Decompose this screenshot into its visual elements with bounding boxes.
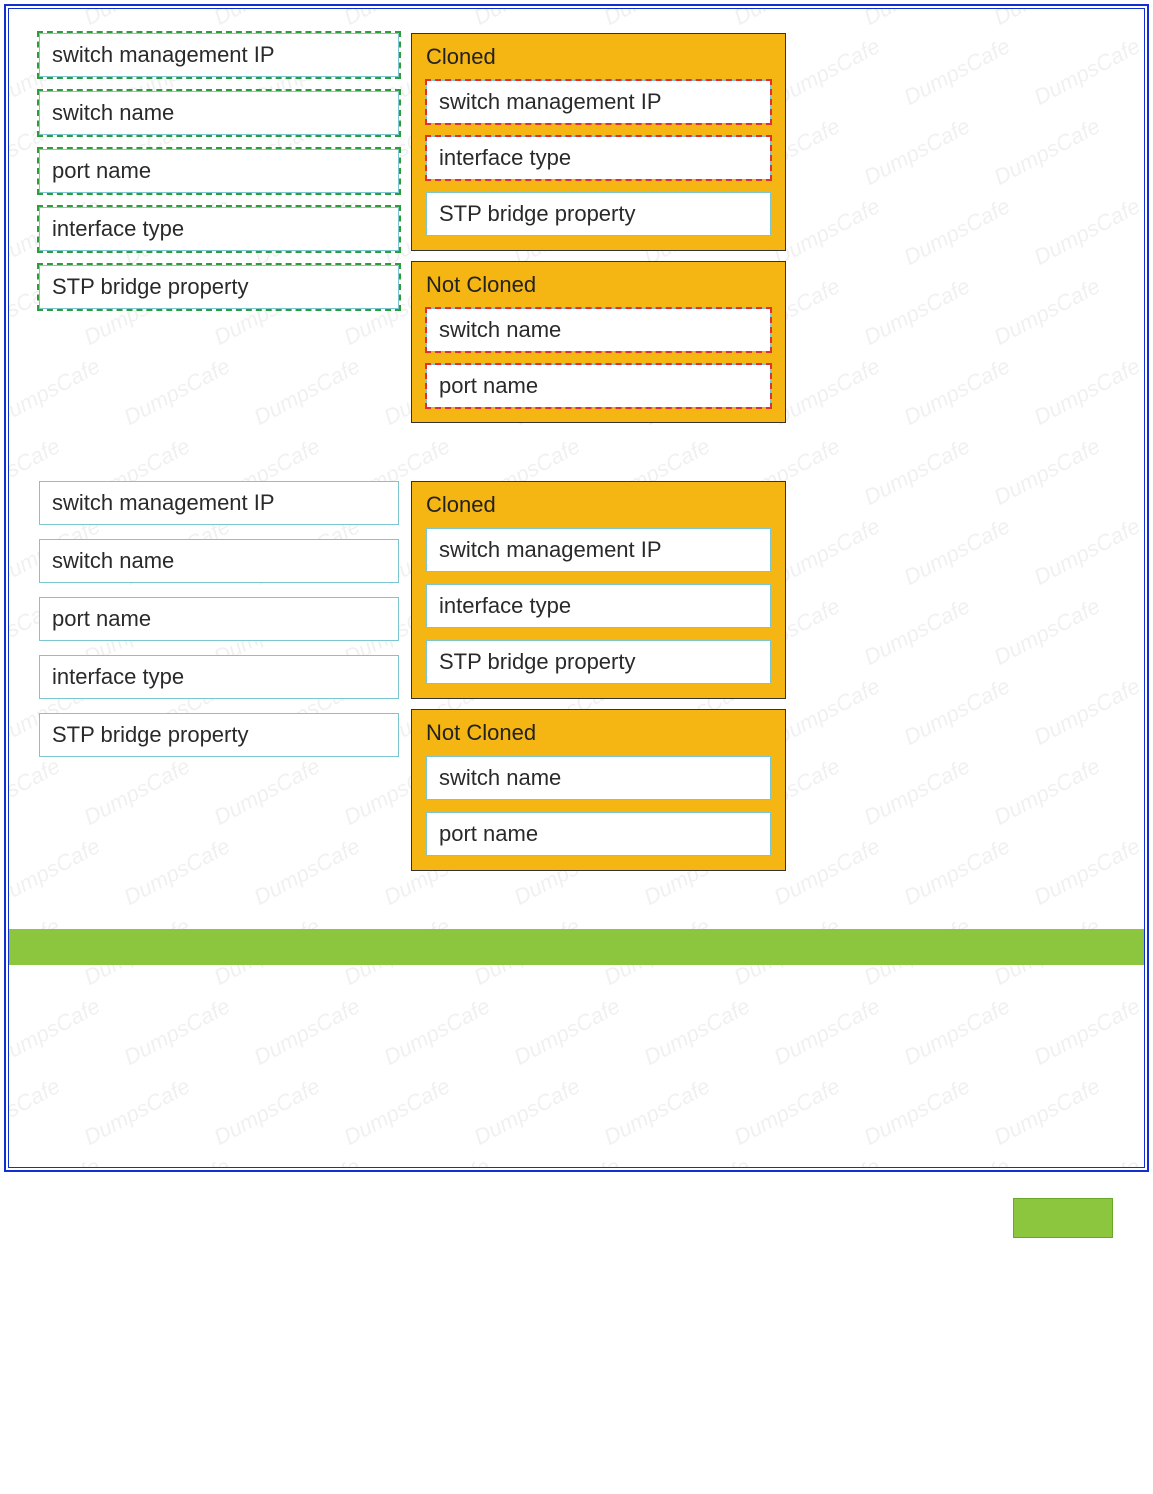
- source-list-2: switch management IP switch name port na…: [39, 481, 399, 757]
- source-item[interactable]: port name: [39, 597, 399, 641]
- zone-title: Not Cloned: [426, 710, 771, 756]
- source-item[interactable]: interface type: [39, 655, 399, 699]
- source-list-1: switch management IP switch name port na…: [39, 33, 399, 309]
- footer-badge: [1013, 1198, 1113, 1238]
- dropped-item[interactable]: switch management IP: [426, 528, 771, 572]
- cloned-zone[interactable]: Cloned switch management IP interface ty…: [411, 33, 786, 251]
- source-item[interactable]: STP bridge property: [39, 713, 399, 757]
- zone-title: Cloned: [426, 482, 771, 528]
- dropped-item[interactable]: port name: [426, 812, 771, 856]
- zone-items: switch management IP interface type STP …: [426, 80, 771, 236]
- zone-items: switch name port name: [426, 308, 771, 408]
- page-inner-border: DumpsCafeDumpsCafeDumpsCafeDumpsCafeDump…: [8, 8, 1145, 1168]
- target-column-2: Cloned switch management IP interface ty…: [411, 481, 786, 871]
- cloned-zone[interactable]: Cloned switch management IP interface ty…: [411, 481, 786, 699]
- section-2: switch management IP switch name port na…: [39, 481, 1114, 871]
- source-item[interactable]: switch management IP: [39, 33, 399, 77]
- source-item[interactable]: interface type: [39, 207, 399, 251]
- source-item[interactable]: port name: [39, 149, 399, 193]
- zone-items: switch management IP interface type STP …: [426, 528, 771, 684]
- dropped-item[interactable]: interface type: [426, 136, 771, 180]
- dropped-item[interactable]: STP bridge property: [426, 640, 771, 684]
- dropped-item[interactable]: port name: [426, 364, 771, 408]
- page-outer-border: DumpsCafeDumpsCafeDumpsCafeDumpsCafeDump…: [4, 4, 1149, 1172]
- section-1: switch management IP switch name port na…: [39, 33, 1114, 423]
- dropped-item[interactable]: switch name: [426, 308, 771, 352]
- dropped-item[interactable]: switch name: [426, 756, 771, 800]
- zone-items: switch name port name: [426, 756, 771, 856]
- not-cloned-zone[interactable]: Not Cloned switch name port name: [411, 709, 786, 871]
- source-item[interactable]: switch management IP: [39, 481, 399, 525]
- dropped-item[interactable]: interface type: [426, 584, 771, 628]
- footer-area: [0, 1176, 1153, 1266]
- source-item[interactable]: switch name: [39, 91, 399, 135]
- source-item[interactable]: STP bridge property: [39, 265, 399, 309]
- dropped-item[interactable]: switch management IP: [426, 80, 771, 124]
- not-cloned-zone[interactable]: Not Cloned switch name port name: [411, 261, 786, 423]
- dropped-item[interactable]: STP bridge property: [426, 192, 771, 236]
- target-column-1: Cloned switch management IP interface ty…: [411, 33, 786, 423]
- section-divider-bar: [9, 929, 1144, 965]
- zone-title: Not Cloned: [426, 262, 771, 308]
- source-item[interactable]: switch name: [39, 539, 399, 583]
- zone-title: Cloned: [426, 34, 771, 80]
